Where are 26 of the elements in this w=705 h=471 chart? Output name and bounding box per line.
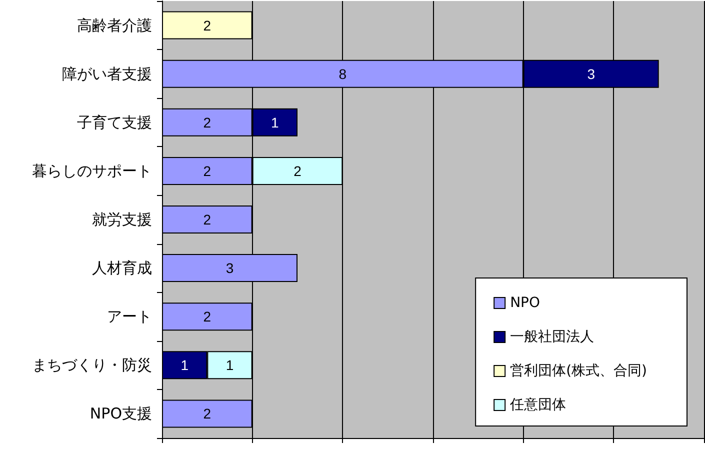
data-label: 1 <box>271 114 280 130</box>
y-tick-label: 就労支援 <box>92 210 152 228</box>
data-label: 1 <box>226 357 234 374</box>
y-tick-label: 障がい者支援 <box>62 64 152 83</box>
y-tick-label: 子育て支援 <box>77 113 152 132</box>
data-label: 2 <box>203 162 212 179</box>
y-tick-label: アート <box>107 308 152 326</box>
data-label: 2 <box>203 212 212 228</box>
data-label: 2 <box>203 308 212 325</box>
legend-label: 営利団体(株式、合同) <box>510 363 648 379</box>
y-tick-label: 暮らしのサポート <box>32 162 152 180</box>
y-tick-label: 高齢者介護 <box>77 16 152 34</box>
y-tick-label: NPO支援 <box>90 404 152 423</box>
legend-label: 任意団体 <box>509 397 566 413</box>
y-tick-label: まちづくり・防災 <box>32 356 152 374</box>
data-label: 2 <box>203 114 212 130</box>
y-tick-label: 人材育成 <box>92 259 152 278</box>
data-label: 2 <box>203 406 212 422</box>
data-label: 2 <box>294 162 302 179</box>
data-label: 3 <box>587 66 596 82</box>
legend-label: 一般社団法人 <box>510 329 594 345</box>
data-label: 8 <box>338 66 347 82</box>
legend-label: NPO <box>510 295 540 311</box>
data-label: 2 <box>203 17 212 34</box>
data-label: 1 <box>180 357 189 374</box>
data-label: 3 <box>226 260 234 276</box>
